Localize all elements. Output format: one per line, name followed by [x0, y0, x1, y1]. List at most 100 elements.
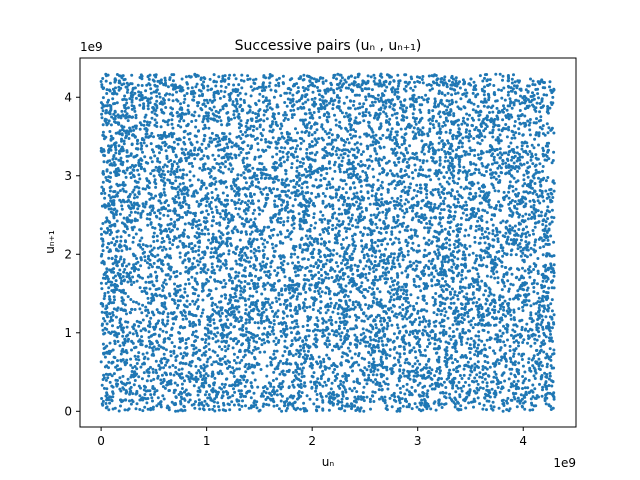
scatter-point	[174, 195, 178, 199]
scatter-point	[452, 217, 456, 221]
scatter-point	[491, 135, 495, 139]
scatter-point	[372, 213, 376, 217]
scatter-point	[259, 176, 263, 180]
scatter-point	[103, 294, 107, 298]
scatter-point	[200, 228, 204, 232]
scatter-point	[548, 85, 551, 89]
scatter-point	[521, 287, 524, 291]
scatter-point	[279, 399, 283, 403]
scatter-point	[480, 138, 484, 142]
scatter-point	[468, 152, 472, 156]
scatter-point	[133, 379, 137, 382]
scatter-point	[252, 192, 256, 196]
scatter-point	[199, 257, 203, 261]
scatter-point	[406, 241, 410, 245]
scatter-point	[100, 83, 104, 87]
scatter-point	[363, 216, 366, 220]
scatter-point	[380, 253, 383, 257]
scatter-point	[101, 189, 105, 193]
scatter-point	[257, 199, 261, 203]
scatter-point	[382, 319, 386, 323]
scatter-point	[329, 81, 333, 85]
scatter-point	[161, 318, 165, 322]
scatter-point	[398, 355, 402, 359]
scatter-point	[228, 293, 232, 297]
scatter-point	[507, 289, 511, 293]
scatter-point	[485, 381, 489, 385]
scatter-point	[244, 308, 248, 312]
scatter-point	[415, 211, 419, 215]
scatter-point	[357, 352, 361, 355]
scatter-point	[344, 299, 348, 303]
scatter-point	[549, 364, 553, 368]
scatter-point	[245, 217, 249, 221]
scatter-point	[240, 222, 244, 226]
scatter-point	[263, 245, 267, 249]
scatter-point	[311, 308, 315, 311]
scatter-point	[143, 187, 147, 191]
scatter-point	[483, 85, 486, 89]
scatter-point	[504, 231, 508, 235]
scatter-point	[464, 354, 467, 357]
scatter-point	[356, 269, 360, 273]
scatter-point	[456, 182, 460, 185]
scatter-point	[157, 265, 161, 269]
scatter-point	[364, 206, 368, 210]
scatter-point	[237, 198, 241, 202]
scatter-point	[383, 395, 387, 399]
scatter-point	[379, 384, 383, 388]
scatter-point	[127, 137, 131, 140]
scatter-point	[395, 130, 399, 134]
scatter-point	[324, 79, 328, 83]
scatter-point	[254, 274, 257, 278]
scatter-point	[279, 359, 282, 363]
scatter-point	[322, 230, 326, 234]
scatter-point	[261, 249, 265, 253]
scatter-point	[139, 386, 142, 390]
scatter-point	[286, 235, 290, 239]
scatter-point	[187, 257, 190, 261]
scatter-point	[444, 246, 448, 250]
scatter-point	[552, 263, 556, 267]
scatter-point	[438, 321, 442, 325]
scatter-point	[437, 148, 441, 152]
scatter-point	[160, 373, 164, 377]
scatter-point	[500, 288, 504, 292]
scatter-point	[265, 117, 269, 121]
scatter-point	[464, 130, 468, 134]
scatter-point	[381, 167, 385, 171]
scatter-point	[521, 251, 525, 255]
scatter-point	[415, 75, 419, 79]
scatter-point	[155, 294, 159, 298]
scatter-point	[273, 269, 277, 273]
scatter-point	[193, 157, 197, 161]
scatter-point	[369, 154, 373, 158]
scatter-point	[481, 190, 485, 194]
scatter-point	[111, 390, 115, 394]
scatter-point	[210, 224, 214, 228]
scatter-point	[458, 86, 462, 90]
scatter-point	[456, 123, 460, 127]
scatter-point	[218, 108, 222, 112]
scatter-point	[295, 348, 299, 352]
scatter-point	[153, 112, 157, 116]
scatter-point	[125, 149, 129, 153]
scatter-point	[229, 370, 233, 374]
scatter-point	[316, 237, 319, 241]
scatter-point	[390, 252, 393, 256]
scatter-point	[378, 81, 382, 85]
scatter-point	[337, 185, 341, 189]
scatter-point	[478, 375, 482, 379]
scatter-point	[125, 159, 129, 163]
scatter-point	[287, 385, 291, 389]
scatter-point	[155, 94, 159, 98]
scatter-point	[376, 343, 380, 347]
scatter-point	[374, 198, 378, 202]
scatter-point	[129, 165, 132, 169]
scatter-point	[101, 222, 105, 225]
scatter-point	[432, 320, 436, 324]
scatter-point	[445, 180, 449, 184]
scatter-point	[146, 407, 150, 411]
scatter-point	[417, 260, 421, 264]
scatter-point	[428, 122, 432, 126]
